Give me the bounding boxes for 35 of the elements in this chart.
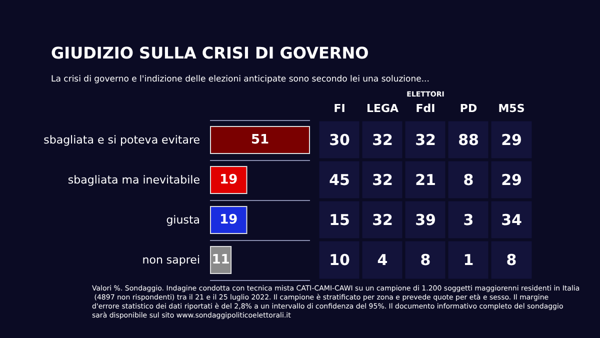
data-label: 32 <box>372 131 393 149</box>
data-label: 39 <box>415 211 436 229</box>
data-label: 10 <box>329 251 350 269</box>
x-tick-label: M5S <box>498 102 525 115</box>
data-label: 8 <box>463 171 474 189</box>
data-label: 45 <box>329 171 350 189</box>
data-label: 4 <box>377 251 388 269</box>
y-tick-label: non saprei <box>142 254 200 266</box>
data-label: 11 <box>212 252 230 268</box>
data-label: 32 <box>372 211 393 229</box>
data-label: 30 <box>329 131 350 149</box>
y-tick-label: sbagliata e si poteva evitare <box>44 134 200 146</box>
data-label: 51 <box>250 132 270 148</box>
data-label: 19 <box>220 212 238 228</box>
x-tick-label: FdI <box>416 102 436 115</box>
data-label: 21 <box>415 171 436 189</box>
data-label: 29 <box>501 171 522 189</box>
data-label: 29 <box>501 131 522 149</box>
x-tick-label: LEGA <box>366 102 400 115</box>
data-label: 34 <box>501 211 522 229</box>
data-label: 88 <box>458 131 479 149</box>
data-label: 15 <box>329 211 350 229</box>
data-label: 3 <box>463 211 474 229</box>
x-tick-label: FI <box>334 102 346 115</box>
chart-title: GIUDIZIO SULLA CRISI DI GOVERNO <box>51 44 369 62</box>
data-label: 19 <box>220 172 238 188</box>
data-label: 8 <box>506 251 517 269</box>
data-label: 32 <box>415 131 436 149</box>
y-tick-label: sbagliata ma inevitabile <box>68 174 200 186</box>
chart-subtitle: La crisi di governo e l'indizione delle elezioni anticipate sono secondo lei una soluzione... <box>51 74 430 84</box>
data-label: 8 <box>420 251 431 269</box>
x-tick-label: PD <box>460 102 478 115</box>
data-label: 32 <box>372 171 393 189</box>
data-label: 1 <box>463 251 474 269</box>
y-tick-label: giusta <box>166 214 200 226</box>
